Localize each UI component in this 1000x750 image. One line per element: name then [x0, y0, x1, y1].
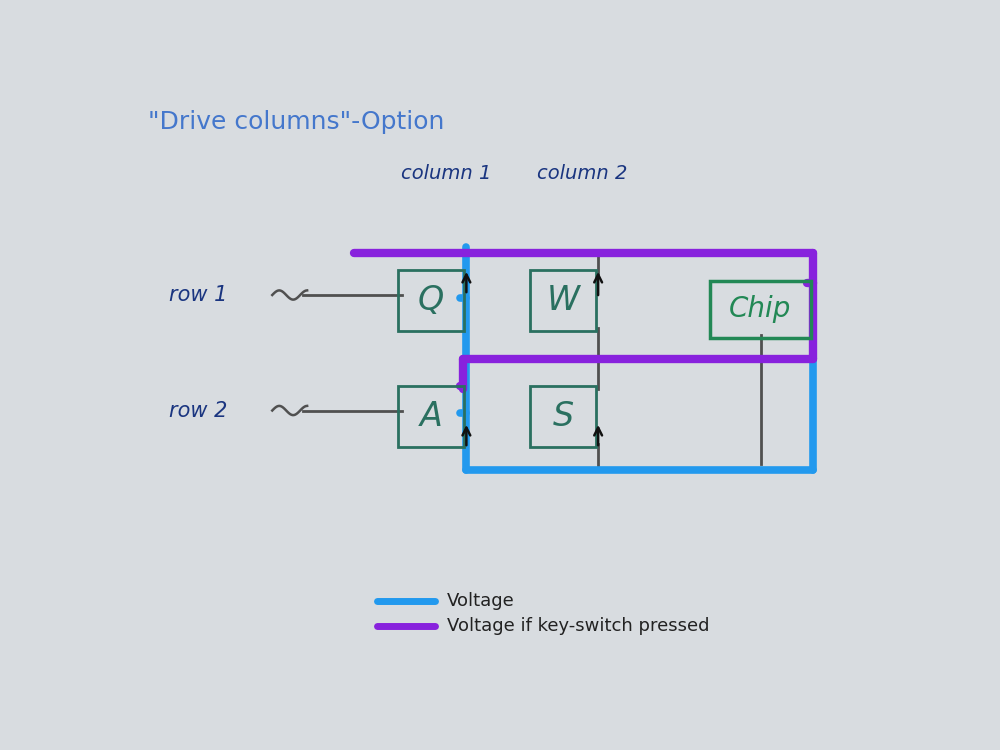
Text: A: A: [420, 400, 443, 433]
Text: row 2: row 2: [169, 400, 228, 421]
Text: S: S: [552, 400, 573, 433]
Text: W: W: [546, 284, 579, 317]
Text: "Drive columns"-Option: "Drive columns"-Option: [148, 110, 445, 134]
Text: Chip: Chip: [729, 296, 792, 323]
Text: Voltage if key-switch pressed: Voltage if key-switch pressed: [447, 617, 709, 635]
Text: column 2: column 2: [537, 164, 627, 183]
Text: Q: Q: [418, 284, 444, 317]
Text: column 1: column 1: [401, 164, 492, 183]
Text: Voltage: Voltage: [447, 592, 514, 610]
Text: row 1: row 1: [169, 285, 228, 305]
